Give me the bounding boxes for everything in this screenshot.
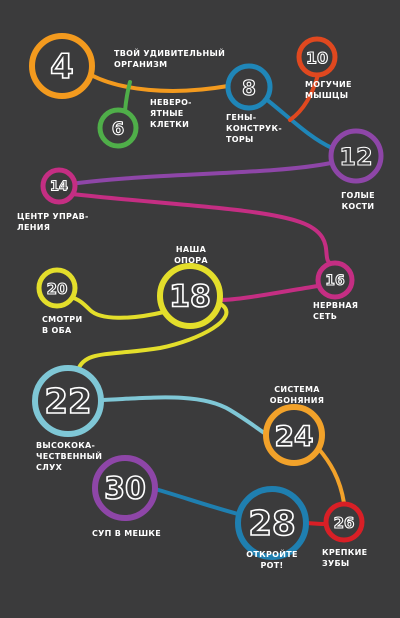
- chapter-number-30: 30: [104, 472, 146, 507]
- chapter-circle-6: [97, 107, 139, 149]
- label-chapter-6: НЕВЕРО- ЯТНЫЕ КЛЕТКИ: [150, 98, 192, 129]
- connector-line-2: [123, 80, 132, 113]
- chapter-node-16: 16: [315, 260, 355, 300]
- chapter-circle-16: [315, 260, 355, 300]
- connector-line-12: [304, 521, 328, 526]
- chapter-number-28: 28: [248, 504, 295, 544]
- connector-line-9: [76, 303, 229, 372]
- label-chapter-20: СМОТРИ В ОБА: [42, 315, 83, 335]
- chapter-circle-12: [328, 128, 384, 184]
- chapter-node-22: 22: [32, 365, 104, 437]
- chapter-node-18: 18: [157, 263, 223, 329]
- chapter-number-22: 22: [44, 382, 91, 422]
- chapter-circle-22: [32, 365, 104, 437]
- chapter-circle-20: [36, 267, 78, 309]
- chapter-node-20: 20: [36, 267, 78, 309]
- chapter-circle-18: [157, 263, 223, 329]
- chapter-nodes: 4 6 8 10 12 14 16 18 20 22 24 26 28 30: [29, 33, 384, 560]
- chapter-circle-30: [92, 455, 158, 521]
- chapter-node-12: 12: [328, 128, 384, 184]
- chapter-node-28: 28: [235, 486, 309, 560]
- label-chapter-12: ГОЛЫЕ КОСТИ: [341, 191, 375, 211]
- label-chapter-4: ТВОЙ УДИВИТЕЛЬНЫЙ ОРГАНИЗМ: [114, 49, 226, 69]
- chapter-node-4: 4: [29, 33, 95, 99]
- chapter-circle-28: [235, 486, 309, 560]
- connector-line-4: [288, 73, 320, 122]
- chapter-circle-14: [40, 167, 78, 205]
- chapter-number-24: 24: [275, 420, 314, 453]
- connector-line-3: [264, 97, 334, 150]
- label-chapter-8: ГЕНЫ- КОНСТРУК- ТОРЫ: [226, 113, 282, 144]
- chapter-node-6: 6: [97, 107, 139, 149]
- chapter-number-12: 12: [339, 143, 372, 171]
- connector-line-13: [153, 487, 240, 516]
- chapter-node-24: 24: [263, 404, 325, 466]
- label-chapter-28: ОТКРОЙТЕ РОТ!: [246, 550, 298, 570]
- chapter-number-4: 4: [50, 47, 74, 87]
- chapter-circle-26: [323, 501, 365, 543]
- chapter-number-26: 26: [334, 514, 355, 532]
- chapter-number-16: 16: [325, 273, 344, 289]
- chapter-node-8: 8: [225, 63, 273, 111]
- label-chapter-18: НАША ОПОРА: [174, 245, 208, 265]
- label-chapter-10: МОГУЧИЕ МЫШЦЫ: [305, 80, 352, 100]
- chapter-number-10: 10: [306, 49, 328, 68]
- chapter-circle-4: [29, 33, 95, 99]
- connector-line-5: [76, 161, 333, 185]
- chapter-node-30: 30: [92, 455, 158, 521]
- label-chapter-24: СИСТЕМА ОБОНЯНИЯ: [269, 385, 325, 405]
- connector-line-1: [89, 73, 230, 93]
- chapter-number-20: 20: [47, 280, 68, 298]
- connector-line-8: [72, 296, 166, 320]
- chapter-circle-8: [225, 63, 273, 111]
- label-chapter-30: СУП В МЕШКЕ: [92, 529, 162, 538]
- chapter-node-10: 10: [296, 36, 338, 78]
- chapter-node-26: 26: [323, 501, 365, 543]
- connector-line-6: [70, 192, 335, 266]
- chapter-node-14: 14: [40, 167, 78, 205]
- connector-line-10: [99, 395, 268, 436]
- chapter-number-6: 6: [112, 119, 125, 140]
- connector-line-11: [316, 446, 346, 505]
- chapter-number-8: 8: [242, 76, 256, 100]
- chapter-number-18: 18: [169, 280, 211, 315]
- chapter-number-14: 14: [50, 180, 68, 195]
- label-chapter-22: ВЫСОКОКА- ЧЕСТВЕННЫЙ СЛУХ: [36, 441, 103, 472]
- connector-line-7: [218, 284, 320, 302]
- label-chapter-16: НЕРВНАЯ СЕТЬ: [313, 301, 359, 321]
- label-chapter-26: КРЕПКИЕ ЗУБЫ: [322, 548, 368, 568]
- chapter-circle-10: [296, 36, 338, 78]
- chapter-circle-24: [263, 404, 325, 466]
- label-chapter-14: ЦЕНТР УПРАВ- ЛЕНИЯ: [17, 212, 89, 232]
